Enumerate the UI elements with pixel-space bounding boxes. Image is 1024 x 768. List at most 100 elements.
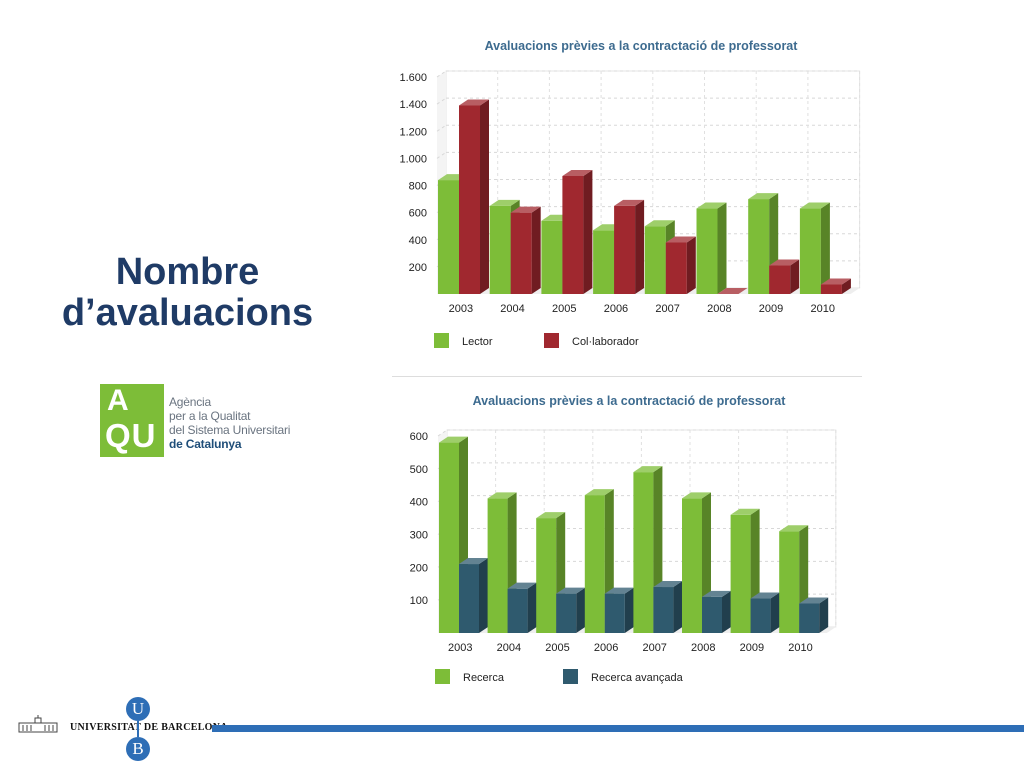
bar-top xyxy=(779,525,809,532)
bar-top xyxy=(487,492,517,499)
bar-front xyxy=(487,498,508,633)
legend-swatch-recerca xyxy=(435,669,450,684)
chart-divider xyxy=(392,376,862,377)
aqu-text-line2: per a la Qualitat xyxy=(169,409,251,423)
bar-side xyxy=(673,581,683,633)
y-tick-label: 500 xyxy=(410,464,428,476)
bar-front xyxy=(536,518,557,633)
slide-title: Nombre d’avaluacions xyxy=(40,252,335,334)
bar-top xyxy=(653,581,683,588)
bar-top xyxy=(614,199,645,206)
footer-bar xyxy=(212,725,1024,732)
x-tick-label: 2009 xyxy=(759,303,783,315)
bar-recerca-avan-ada-2004 xyxy=(507,582,537,633)
bar-front xyxy=(799,603,820,633)
legend-swatch-col-laborador xyxy=(544,333,559,348)
bar-top xyxy=(820,278,851,285)
bar-lector-2010 xyxy=(799,202,830,294)
bar-top xyxy=(584,489,614,496)
chart-lector-collaborador-svg: Avaluacions prèvies a la contractació de… xyxy=(399,39,861,348)
y-tick-label: 200 xyxy=(410,562,428,574)
gridline-side xyxy=(436,97,447,105)
bar-side xyxy=(722,590,731,633)
y-tick-label: 1.200 xyxy=(399,126,427,138)
bar-col-laborador-2008 xyxy=(717,288,748,294)
bar-side xyxy=(686,236,696,294)
bar-side xyxy=(841,278,851,294)
ub-logo-b: B xyxy=(126,737,150,761)
y-tick-label: 600 xyxy=(410,431,428,443)
bar-top xyxy=(717,288,748,294)
y-tick-label: 300 xyxy=(410,530,428,542)
gridline-side xyxy=(436,124,447,132)
bar-front xyxy=(438,180,459,294)
bar-top xyxy=(682,492,711,499)
bar-side xyxy=(624,587,634,633)
bar-top xyxy=(536,512,566,519)
bar-front xyxy=(562,176,584,294)
bar-col-laborador-2010 xyxy=(820,278,851,294)
y-tick-label: 800 xyxy=(409,181,427,193)
bar-front xyxy=(510,212,532,294)
aqu-mark-a: A xyxy=(107,384,129,417)
chart-recerca: Avaluacions prèvies a la contractació de… xyxy=(385,386,885,696)
bar-top xyxy=(750,592,780,599)
x-tick-label: 2006 xyxy=(604,303,628,315)
bar-top xyxy=(633,466,663,473)
bar-front xyxy=(556,593,577,633)
y-tick-label: 100 xyxy=(410,595,428,607)
bar-recerca-avan-ada-2005 xyxy=(556,587,586,633)
bar-col-laborador-2009 xyxy=(769,259,800,294)
bar-side xyxy=(527,582,537,633)
x-tick-label: 2008 xyxy=(707,303,731,315)
bar-top xyxy=(702,590,731,597)
legend-label-lector: Lector xyxy=(462,336,493,348)
aqu-logo-text: Agència per a la Qualitat del Sistema Un… xyxy=(169,395,290,451)
bar-top xyxy=(562,170,593,177)
chart-title: Avaluacions prèvies a la contractació de… xyxy=(473,394,787,408)
bar-recerca-2006 xyxy=(584,489,614,633)
bar-front xyxy=(489,205,511,294)
bar-front xyxy=(633,472,654,633)
bar-front xyxy=(593,230,615,294)
bar-side xyxy=(770,592,780,633)
bar-front xyxy=(584,495,605,633)
x-tick-label: 2003 xyxy=(449,303,473,315)
bar-side xyxy=(819,597,829,633)
bar-side xyxy=(480,99,489,294)
bar-recerca-avan-ada-2009 xyxy=(750,592,780,633)
bar-front xyxy=(644,226,666,294)
y-tick-label: 400 xyxy=(410,497,428,509)
bar-top xyxy=(439,436,468,443)
bar-side xyxy=(820,202,830,294)
bar-top xyxy=(459,99,489,106)
bar-lector-2008 xyxy=(696,202,727,294)
gridline-side xyxy=(436,151,447,159)
bar-col-laborador-2007 xyxy=(665,236,696,294)
bar-top xyxy=(799,202,830,209)
bar-side xyxy=(635,199,645,294)
bar-side xyxy=(531,206,541,294)
bar-top xyxy=(696,202,727,209)
bar-recerca-avan-ada-2003 xyxy=(459,558,488,633)
bar-top xyxy=(507,582,537,589)
bar-front xyxy=(459,105,480,294)
legend-label-col-laborador: Col·laborador xyxy=(572,336,639,348)
slide-title-line1: Nombre xyxy=(115,251,260,293)
bar-top xyxy=(510,206,541,213)
ub-logo-connector xyxy=(137,721,139,737)
bar-top xyxy=(459,558,488,565)
ub-logo-u: U xyxy=(126,697,150,721)
bar-side xyxy=(576,587,586,633)
x-tick-label: 2007 xyxy=(642,642,666,654)
bar-top xyxy=(665,236,696,243)
gridline-side xyxy=(437,429,448,437)
y-tick-label: 1.400 xyxy=(399,99,427,111)
aqu-logo-mark: A QU xyxy=(100,384,164,457)
aqu-mark-qu: QU xyxy=(105,417,157,454)
x-tick-label: 2005 xyxy=(545,642,569,654)
bar-front xyxy=(665,242,687,294)
y-tick-label: 1.000 xyxy=(399,153,427,165)
chart-recerca-svg: Avaluacions prèvies a la contractació de… xyxy=(410,394,837,684)
gridline-side xyxy=(436,70,447,78)
